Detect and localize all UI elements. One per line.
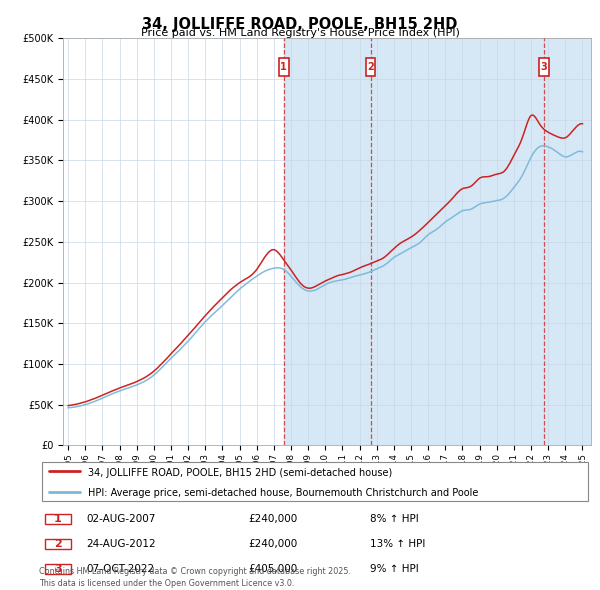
Text: 8% ↑ HPI: 8% ↑ HPI	[370, 514, 419, 524]
FancyBboxPatch shape	[366, 58, 375, 76]
Bar	[371, 38, 544, 445]
Text: £240,000: £240,000	[249, 539, 298, 549]
Text: £240,000: £240,000	[249, 514, 298, 524]
Bar	[284, 38, 371, 445]
Text: 1: 1	[54, 514, 62, 524]
Text: 02-AUG-2007: 02-AUG-2007	[86, 514, 155, 524]
Text: Contains HM Land Registry data © Crown copyright and database right 2025.
This d: Contains HM Land Registry data © Crown c…	[39, 568, 351, 588]
Text: £405,000: £405,000	[249, 564, 298, 574]
Text: 2: 2	[367, 62, 374, 72]
Bar	[544, 38, 591, 445]
Text: 24-AUG-2012: 24-AUG-2012	[86, 539, 155, 549]
FancyBboxPatch shape	[279, 58, 289, 76]
Text: Price paid vs. HM Land Registry's House Price Index (HPI): Price paid vs. HM Land Registry's House …	[140, 28, 460, 38]
Text: 3: 3	[541, 62, 548, 72]
Text: 2: 2	[54, 539, 62, 549]
Text: 1: 1	[280, 62, 287, 72]
Text: 9% ↑ HPI: 9% ↑ HPI	[370, 564, 419, 574]
FancyBboxPatch shape	[44, 539, 71, 549]
FancyBboxPatch shape	[42, 462, 588, 501]
Text: 34, JOLLIFFE ROAD, POOLE, BH15 2HD (semi-detached house): 34, JOLLIFFE ROAD, POOLE, BH15 2HD (semi…	[88, 468, 392, 478]
Text: 07-OCT-2022: 07-OCT-2022	[86, 564, 154, 574]
FancyBboxPatch shape	[44, 514, 71, 524]
Text: HPI: Average price, semi-detached house, Bournemouth Christchurch and Poole: HPI: Average price, semi-detached house,…	[88, 489, 478, 499]
FancyBboxPatch shape	[44, 564, 71, 574]
Text: 34, JOLLIFFE ROAD, POOLE, BH15 2HD: 34, JOLLIFFE ROAD, POOLE, BH15 2HD	[142, 17, 458, 31]
FancyBboxPatch shape	[539, 58, 549, 76]
Text: 13% ↑ HPI: 13% ↑ HPI	[370, 539, 425, 549]
Text: 3: 3	[54, 564, 62, 574]
